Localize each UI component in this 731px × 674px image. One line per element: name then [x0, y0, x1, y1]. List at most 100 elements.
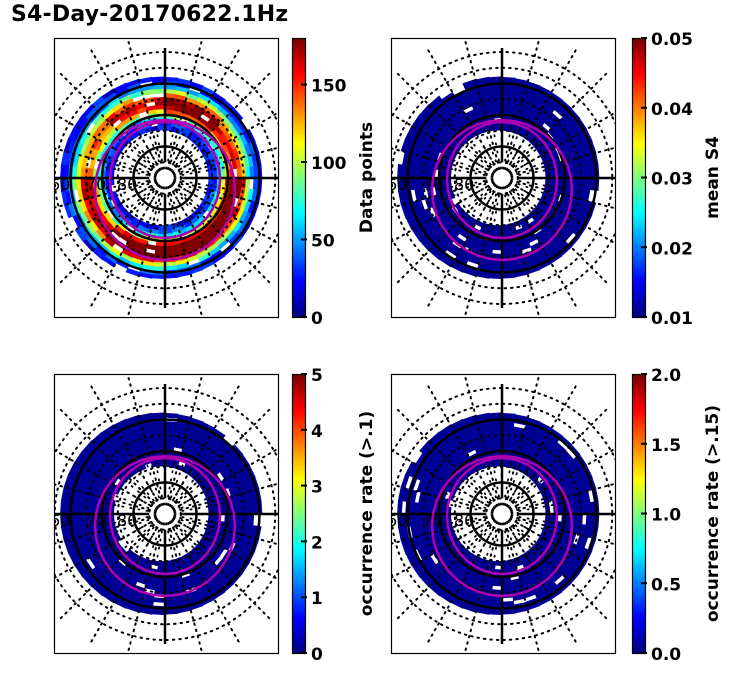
- meridian-gridline-inner: [173, 178, 228, 190]
- meridian-gridline: [426, 526, 496, 645]
- colorbar-segment: [292, 135, 305, 139]
- latitude-label: 60: [387, 175, 407, 194]
- colorbar-segment: [292, 291, 305, 295]
- colorbar-segment: [632, 44, 645, 48]
- colorbar-segment: [292, 374, 305, 377]
- meridian-gridline: [57, 406, 155, 504]
- colorbar-tick-label: 50: [311, 232, 335, 252]
- colorbar-tick-label: 0.02: [651, 239, 693, 259]
- meridian-gridline: [514, 184, 615, 245]
- colorbar-segment: [632, 425, 645, 429]
- colorbar-segment: [632, 56, 645, 60]
- meridian-gridline-inner: [171, 136, 215, 173]
- meridian-gridline: [394, 70, 492, 168]
- colorbar-segment: [632, 221, 645, 225]
- colorbar-segment: [292, 467, 305, 470]
- colorbar-segment: [632, 49, 645, 53]
- colorbar-segment: [292, 441, 305, 445]
- colorbar-segment: [632, 436, 645, 440]
- colorbar-segment: [632, 96, 645, 100]
- colorbar-segment: [292, 84, 305, 88]
- meridian-gridline-inner: [508, 472, 552, 509]
- colorbar-segment: [632, 576, 645, 580]
- meridian-gridline: [89, 190, 159, 309]
- meridian-gridline-inner: [509, 180, 563, 201]
- colorbar-segment: [632, 478, 645, 482]
- colorbar-segment: [632, 469, 645, 473]
- colorbar-segment: [632, 569, 645, 573]
- colorbar-segment: [632, 441, 645, 445]
- colorbar-segment: [292, 604, 305, 608]
- meridian-gridline-inner: [509, 517, 558, 547]
- meridian-gridline: [516, 482, 615, 511]
- meridian-gridline-inner: [469, 185, 499, 234]
- colorbar-segment: [292, 501, 305, 505]
- colorbar-segment: [632, 508, 645, 512]
- colorbar-segment: [632, 133, 645, 137]
- colorbar-segment: [292, 536, 305, 540]
- latitude-label: 60: [387, 511, 407, 530]
- colorbar-segment: [632, 249, 645, 253]
- colorbar-segment: [292, 429, 305, 433]
- colorbar-segment: [292, 42, 305, 46]
- colorbar-segment: [632, 175, 645, 179]
- colorbar-label: occurrence rate (>.1): [357, 411, 377, 616]
- colorbar-segment: [632, 646, 645, 649]
- meridian-gridline-inner: [104, 516, 158, 537]
- colorbar-segment: [292, 446, 305, 449]
- colorbar-segment: [632, 172, 645, 176]
- meridian-gridline: [54, 147, 151, 175]
- colorbar-segment: [632, 300, 645, 304]
- colorbar-segment: [292, 270, 305, 274]
- colorbar-tick-label: 100: [311, 154, 347, 174]
- colorbar-segment: [292, 63, 305, 67]
- colorbar-segment: [632, 625, 645, 629]
- colorbar-segment: [632, 397, 645, 401]
- colorbar-segment: [632, 47, 645, 51]
- polar-panel-bottom-right: 60 70 80: [387, 373, 617, 655]
- colorbar-segment: [292, 156, 305, 160]
- colorbar-segment: [292, 114, 305, 118]
- meridian-gridline: [171, 190, 241, 309]
- meridian-gridline-inner: [170, 464, 207, 508]
- colorbar-segment: [632, 58, 645, 62]
- colorbar-segment: [292, 390, 305, 394]
- colorbar-segment: [632, 256, 645, 260]
- colorbar-segment: [632, 214, 645, 218]
- meridian-gridline-inner: [115, 136, 159, 173]
- meridian-gridline-inner: [170, 520, 207, 564]
- meridian-gridline-inner: [102, 178, 157, 190]
- meridian-gridline-inner: [102, 166, 157, 178]
- colorbar-segment: [632, 303, 645, 306]
- colorbar-segment: [292, 618, 305, 622]
- meridian-gridline-inner: [510, 514, 565, 526]
- meridian-gridline: [168, 192, 204, 317]
- colorbar-segment: [632, 154, 645, 158]
- colorbar-segment: [292, 399, 305, 403]
- heatmap-cell: [153, 88, 166, 95]
- colorbar-segment: [292, 310, 305, 313]
- colorbar-segment: [632, 487, 645, 491]
- colorbar-segment: [292, 406, 305, 410]
- meridian-gridline-inner: [508, 136, 552, 173]
- meridian-gridline-inner: [168, 458, 198, 507]
- colorbar-segment: [632, 399, 645, 403]
- colorbar-segment: [632, 432, 645, 436]
- meridian-gridline-inner: [142, 521, 163, 575]
- meridian-gridline-inner: [168, 185, 198, 234]
- colorbar-segment: [632, 124, 645, 127]
- latitude-label: 80: [117, 511, 137, 530]
- meridian-gridline-inner: [115, 472, 159, 509]
- latitude-label: 60: [50, 175, 70, 194]
- colorbar-segment: [292, 608, 305, 612]
- colorbar-segment: [292, 58, 305, 62]
- meridian-gridline-inner: [167, 117, 188, 171]
- meridian-gridline-inner: [469, 122, 499, 171]
- colorbar-segment: [632, 240, 645, 244]
- colorbar-segment: [632, 578, 645, 582]
- meridian-gridline: [514, 520, 615, 581]
- colorbar-segment: [292, 585, 305, 589]
- colorbar-tick-label: 0.04: [651, 100, 693, 120]
- meridian-gridline-inner: [452, 136, 496, 173]
- colorbar-segment: [632, 244, 645, 248]
